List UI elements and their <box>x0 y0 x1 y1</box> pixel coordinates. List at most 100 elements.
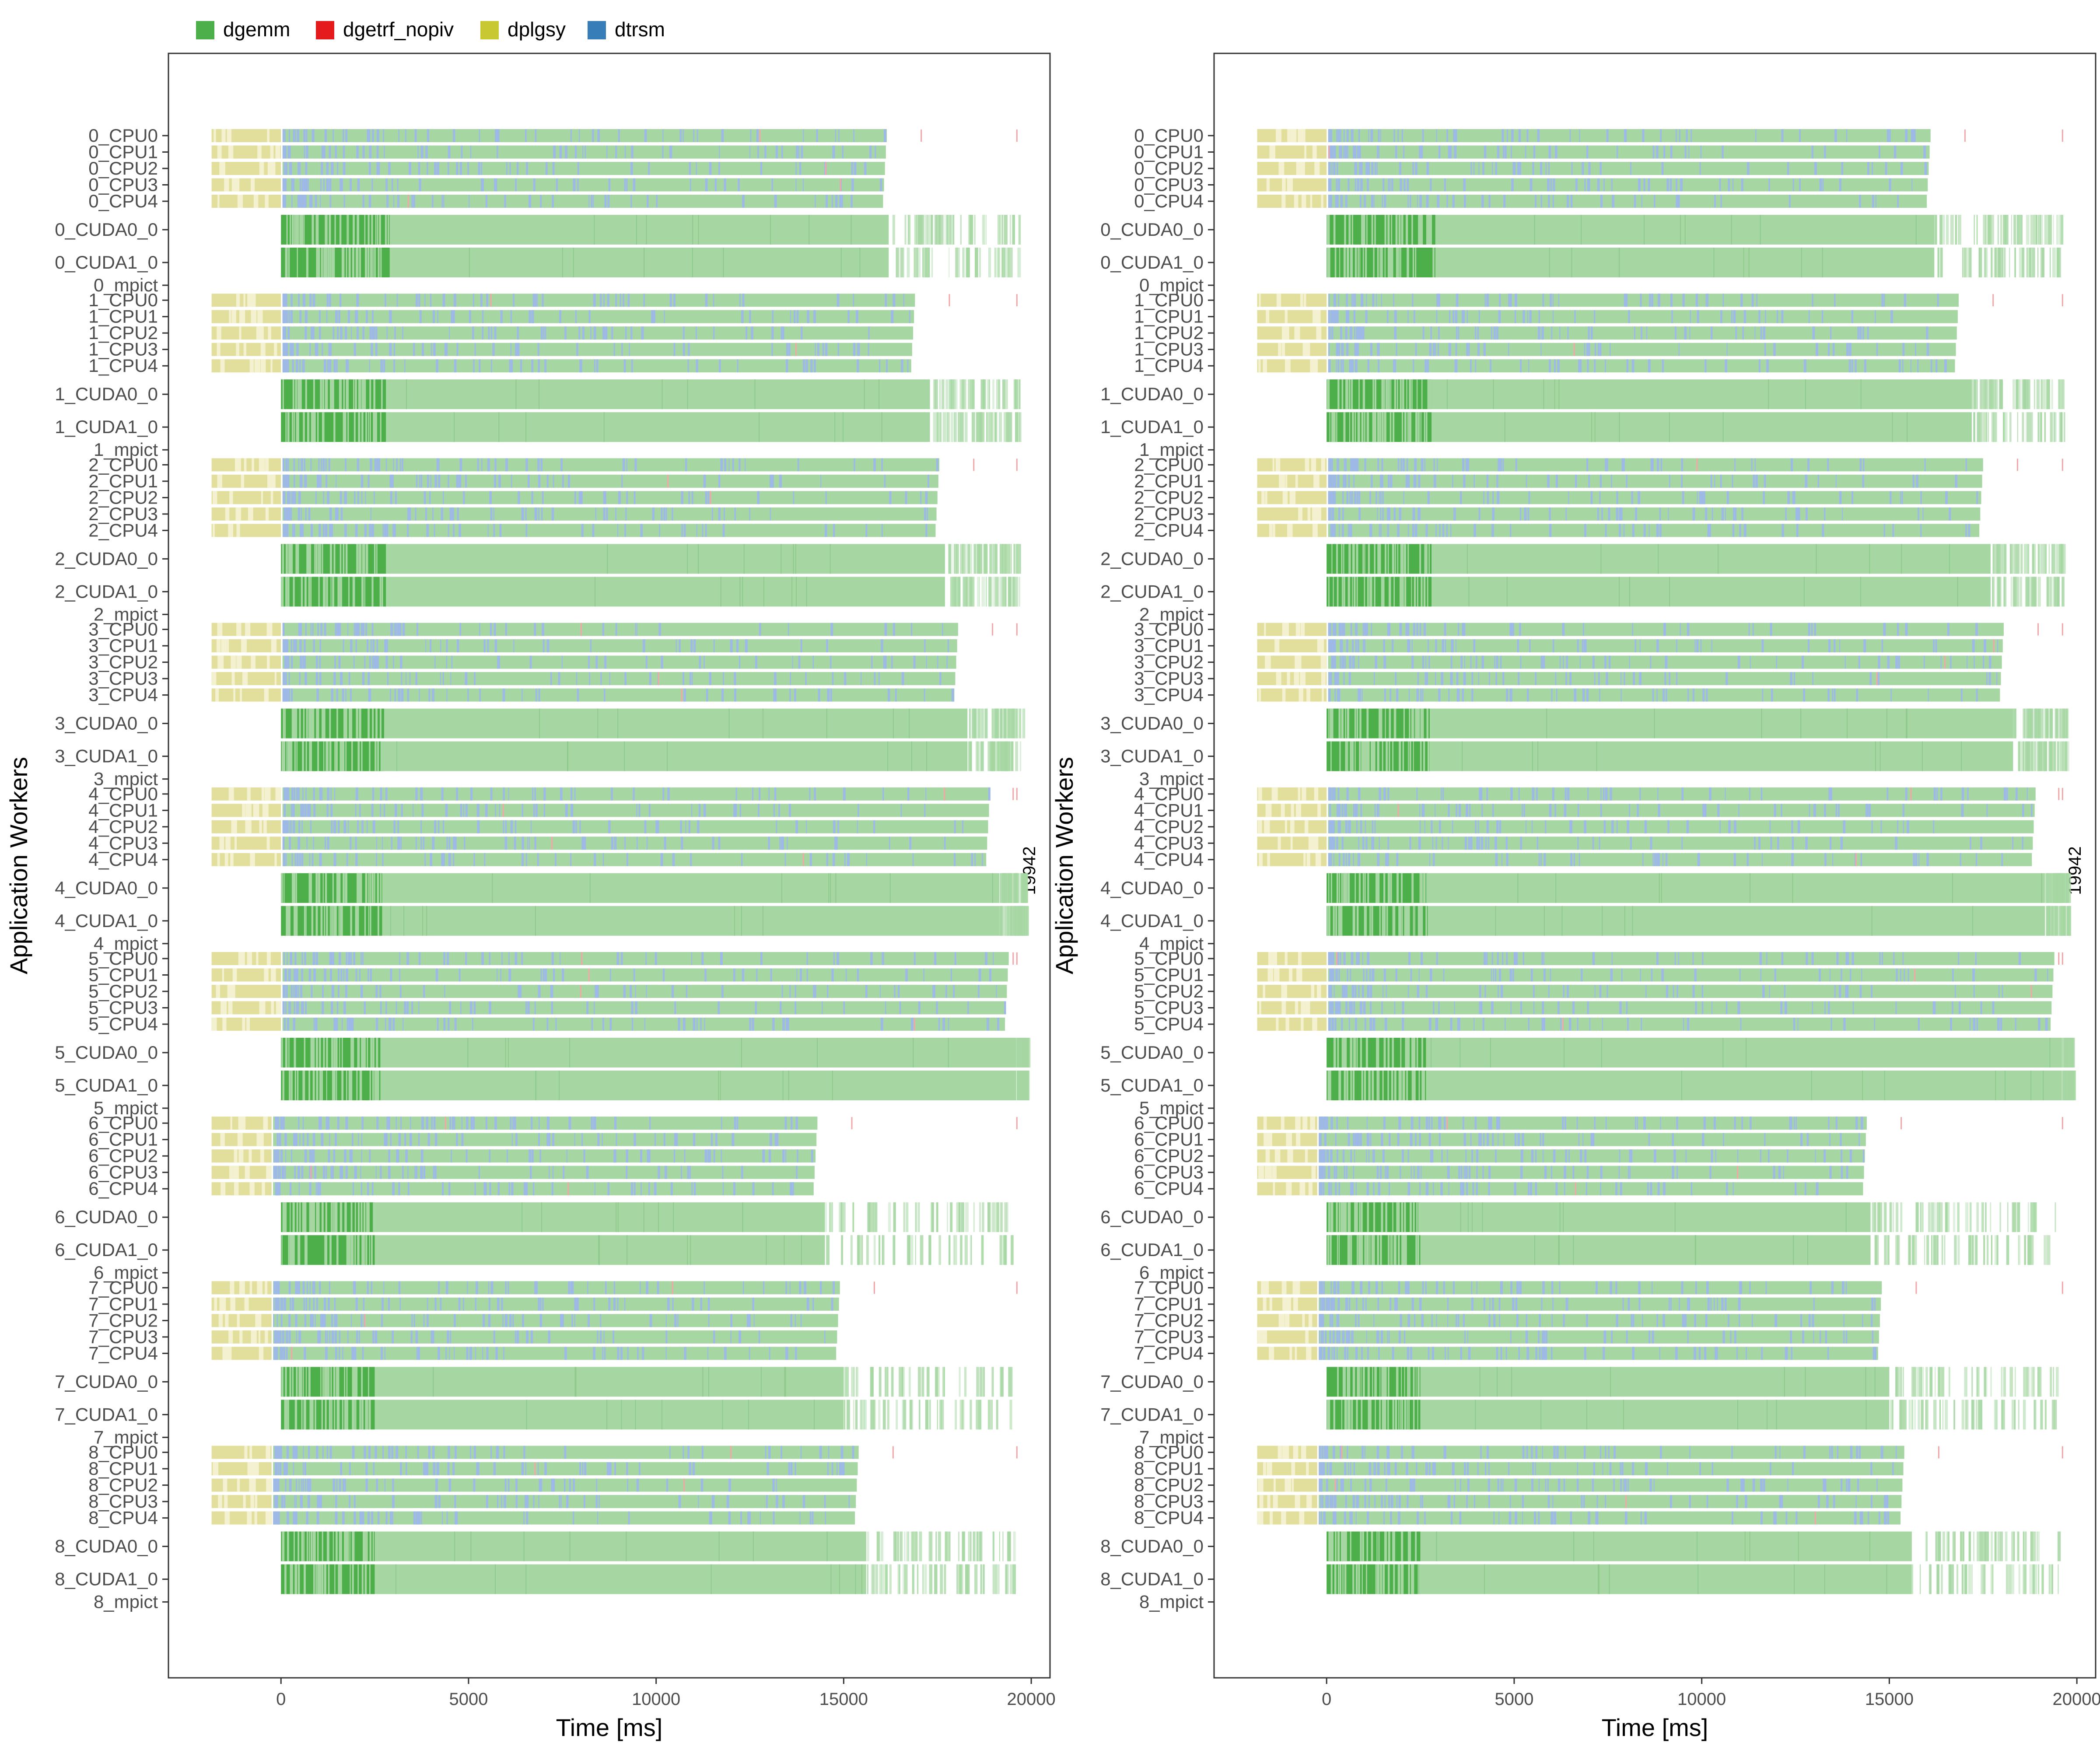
task-dgemm-tail <box>969 708 971 738</box>
task-dplgsy-gap <box>219 836 224 850</box>
task-dtrsm <box>330 804 333 817</box>
task-dplgsy-gap <box>250 1495 254 1508</box>
task-dgemm-gap <box>295 906 298 936</box>
task-dgemm-gap <box>311 708 313 738</box>
task-dgemm-gap <box>285 1400 287 1430</box>
task-dgemm-tail <box>976 1531 979 1561</box>
task-dtrsm <box>285 655 288 669</box>
task-dgemm <box>273 1330 837 1344</box>
task-dgemm-tail <box>920 215 924 245</box>
task-dtrsm <box>338 655 341 669</box>
task-dtrsm <box>306 474 307 488</box>
task-dgemm-tail <box>1000 873 1001 903</box>
task-dtrsm <box>327 491 330 504</box>
task-dtrsm <box>479 359 481 373</box>
task-dtrsm <box>277 1149 279 1163</box>
task-dtrsm <box>842 145 844 159</box>
task-dtrsm <box>596 359 598 373</box>
task-dtrsm <box>433 1330 434 1344</box>
task-dtrsm <box>733 1182 735 1196</box>
task-dtrsm <box>284 162 285 175</box>
task-dplgsy-gap <box>237 195 243 208</box>
task-dtrsm <box>1648 178 1650 192</box>
task-dgemm-edge <box>723 248 724 277</box>
task-dtrsm <box>640 1182 642 1196</box>
task-dgemm-edge <box>859 248 861 277</box>
task-dgemm-gap <box>314 1531 316 1561</box>
task-dplgsy-gap <box>216 639 221 653</box>
task-dgemm-tail <box>1026 873 1028 903</box>
task-dtrsm <box>331 985 334 998</box>
task-dtrsm <box>416 1166 417 1179</box>
task-dtrsm <box>326 1330 328 1344</box>
task-dgemm-gap <box>308 577 310 607</box>
task-dtrsm <box>786 1347 788 1360</box>
task-dtrsm <box>752 1297 755 1311</box>
task-dtrsm <box>434 820 437 833</box>
task-dgemm-tail <box>908 1235 911 1265</box>
task-dtrsm <box>283 343 285 356</box>
task-dtrsm <box>505 1281 507 1295</box>
task-dtrsm <box>329 1330 331 1344</box>
task-dtrsm <box>815 343 816 356</box>
task-dplgsy-gap <box>234 1166 239 1179</box>
task-dtrsm <box>607 195 610 208</box>
task-dgemm-gap <box>304 1202 307 1232</box>
task-dtrsm <box>313 787 315 801</box>
task-dgemm-tail <box>936 379 938 410</box>
task-dtrsm <box>1885 162 1887 175</box>
task-dtrsm <box>369 129 371 142</box>
task-dtrsm <box>382 836 383 850</box>
task-dtrsm <box>299 162 301 175</box>
task-dgemm-tail <box>1016 1038 1018 1068</box>
task-dgemm-tail <box>964 1367 967 1397</box>
task-dtrsm <box>496 1446 499 1459</box>
task-dtrsm <box>833 820 836 833</box>
task-dtrsm <box>1388 178 1389 192</box>
task-dgemm-gap <box>332 379 334 410</box>
task-dtrsm <box>548 1330 550 1344</box>
task-dgemm-tail <box>1021 1038 1022 1068</box>
task-dtrsm <box>305 178 306 192</box>
task-dtrsm <box>327 359 329 373</box>
task-dtrsm <box>284 178 286 192</box>
task-dplgsy-gap <box>228 145 234 159</box>
task-dtrsm <box>750 129 752 142</box>
task-dplgsy-gap <box>264 688 269 702</box>
task-dtrsm <box>356 1330 358 1344</box>
task-dgemm-tail <box>1020 1038 1021 1068</box>
task-dtrsm <box>386 195 389 208</box>
task-dgemm-gap <box>342 1038 343 1068</box>
task-dtrsm <box>355 310 358 323</box>
task-dtrsm <box>556 178 558 192</box>
task-dtrsm <box>543 804 546 817</box>
task-dplgsy-gap <box>271 968 275 982</box>
task-dtrsm <box>844 853 846 866</box>
task-dgemm-tail <box>1023 1038 1026 1068</box>
task-dtrsm <box>689 162 691 175</box>
task-dtrsm <box>673 294 676 307</box>
task-dtrsm <box>414 129 417 142</box>
task-dgemm-gap <box>345 544 348 574</box>
task-dtrsm <box>369 655 371 669</box>
task-dgemm-edge <box>569 1038 570 1068</box>
task-dtrsm <box>290 310 293 323</box>
task-dplgsy-gap <box>222 968 224 982</box>
task-dgemm-gap <box>290 1071 293 1100</box>
task-dtrsm <box>357 623 359 636</box>
panel-border <box>168 52 1051 1679</box>
task-dgemm-gap <box>360 1202 363 1232</box>
task-dtrsm <box>280 1347 282 1360</box>
task-dgemm-tail <box>906 1564 908 1594</box>
node-group-4: 4_CPU04_CPU14_CPU24_CPU34_CPU44_CUDA0_04… <box>55 784 1029 954</box>
task-dtrsm <box>502 1314 504 1327</box>
task-dgemm-tail <box>937 1400 938 1430</box>
task-dplgsy-gap <box>260 1149 264 1163</box>
task-dgemm-gap <box>364 1531 366 1561</box>
task-dtrsm <box>830 655 832 669</box>
task-dgemm-tail <box>984 544 987 574</box>
task-dgemm-gap <box>329 544 332 574</box>
task-dtrsm <box>498 474 501 488</box>
task-dplgsy-gap <box>1289 178 1293 192</box>
task-dtrsm <box>315 655 318 669</box>
